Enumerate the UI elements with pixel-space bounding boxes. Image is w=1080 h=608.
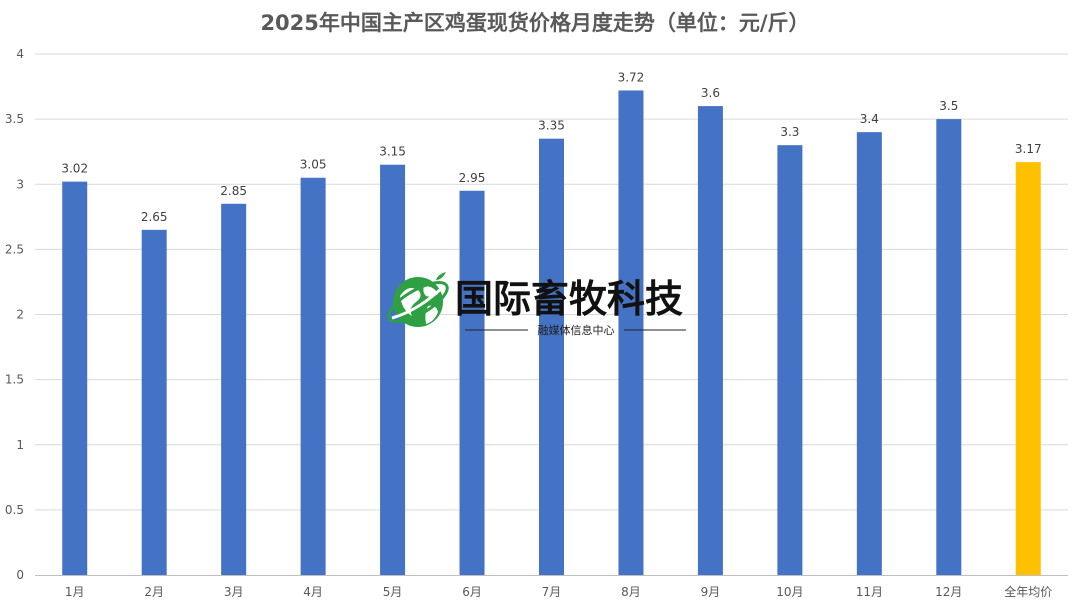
y-tick-label: 4 <box>16 47 24 61</box>
x-axis-ticks: 1月 2月 3月 4月 5月 6月 7月 8月 9月 10月 11月 12月 全年均价 <box>65 584 1052 599</box>
x-tick-label: 全年均价 <box>1004 584 1052 599</box>
data-label: 2.95 <box>459 171 486 185</box>
x-tick-label: 7月 <box>542 585 562 599</box>
watermark-name: 国际畜牧科技 <box>455 277 683 321</box>
data-label: 3.6 <box>701 86 720 100</box>
bar <box>856 132 882 575</box>
x-tick-label: 1月 <box>65 585 85 599</box>
bar <box>539 138 564 575</box>
x-tick-label: 8月 <box>621 585 641 599</box>
bar-annual-average <box>1015 162 1041 576</box>
chart-title: 2025年中国主产区鸡蛋现货价格月度走势（单位：元/斤） <box>260 11 809 35</box>
data-label: 3.35 <box>538 119 565 133</box>
data-label: 3.05 <box>300 158 327 172</box>
y-tick-label: 0 <box>16 568 24 582</box>
y-tick-label: 2.5 <box>5 242 24 256</box>
y-tick-label: 2 <box>16 308 24 322</box>
bar <box>618 90 644 575</box>
watermark-subtitle: 融媒体信息中心 <box>538 323 615 337</box>
data-label: 2.65 <box>141 210 168 224</box>
data-label: 3.15 <box>379 145 406 159</box>
x-tick-label: 6月 <box>462 585 482 599</box>
globe-leaf-logo-icon <box>387 272 449 327</box>
bars <box>62 90 1041 576</box>
bar <box>141 229 167 575</box>
x-tick-label: 10月 <box>776 585 803 599</box>
x-tick-label: 9月 <box>701 585 721 599</box>
x-tick-label: 4月 <box>303 585 323 599</box>
y-tick-label: 3 <box>16 177 24 191</box>
bar <box>221 203 247 575</box>
y-tick-label: 1.5 <box>5 373 24 387</box>
data-label: 3.72 <box>618 70 645 84</box>
y-axis-ticks: 0 0.5 1 1.5 2 2.5 3 3.5 4 <box>5 47 24 582</box>
data-label: 3.02 <box>61 162 88 176</box>
bar <box>697 106 723 575</box>
data-labels: 3.02 2.65 2.85 3.05 3.15 2.95 3.35 3.72 3.6 3.3 3.… <box>61 70 1041 223</box>
x-tick-label: 11月 <box>856 585 883 599</box>
y-tick-label: 1 <box>16 438 24 452</box>
data-label: 3.5 <box>939 99 958 113</box>
x-tick-label: 2月 <box>144 585 164 599</box>
bar <box>380 164 406 575</box>
x-tick-label: 5月 <box>383 585 403 599</box>
y-tick-label: 3.5 <box>5 112 24 126</box>
bar <box>936 119 962 575</box>
bar <box>62 181 88 575</box>
x-tick-label: 12月 <box>935 585 962 599</box>
x-tick-label: 3月 <box>224 585 244 599</box>
data-label: 3.17 <box>1015 142 1042 156</box>
y-tick-label: 0.5 <box>5 503 24 517</box>
bar <box>459 190 485 575</box>
data-label: 2.85 <box>220 184 247 198</box>
bar <box>777 145 803 576</box>
data-label: 3.3 <box>780 125 799 139</box>
data-label: 3.4 <box>860 112 879 126</box>
watermark: 国际畜牧科技 融媒体信息中心 <box>387 272 686 337</box>
bar <box>300 177 326 576</box>
